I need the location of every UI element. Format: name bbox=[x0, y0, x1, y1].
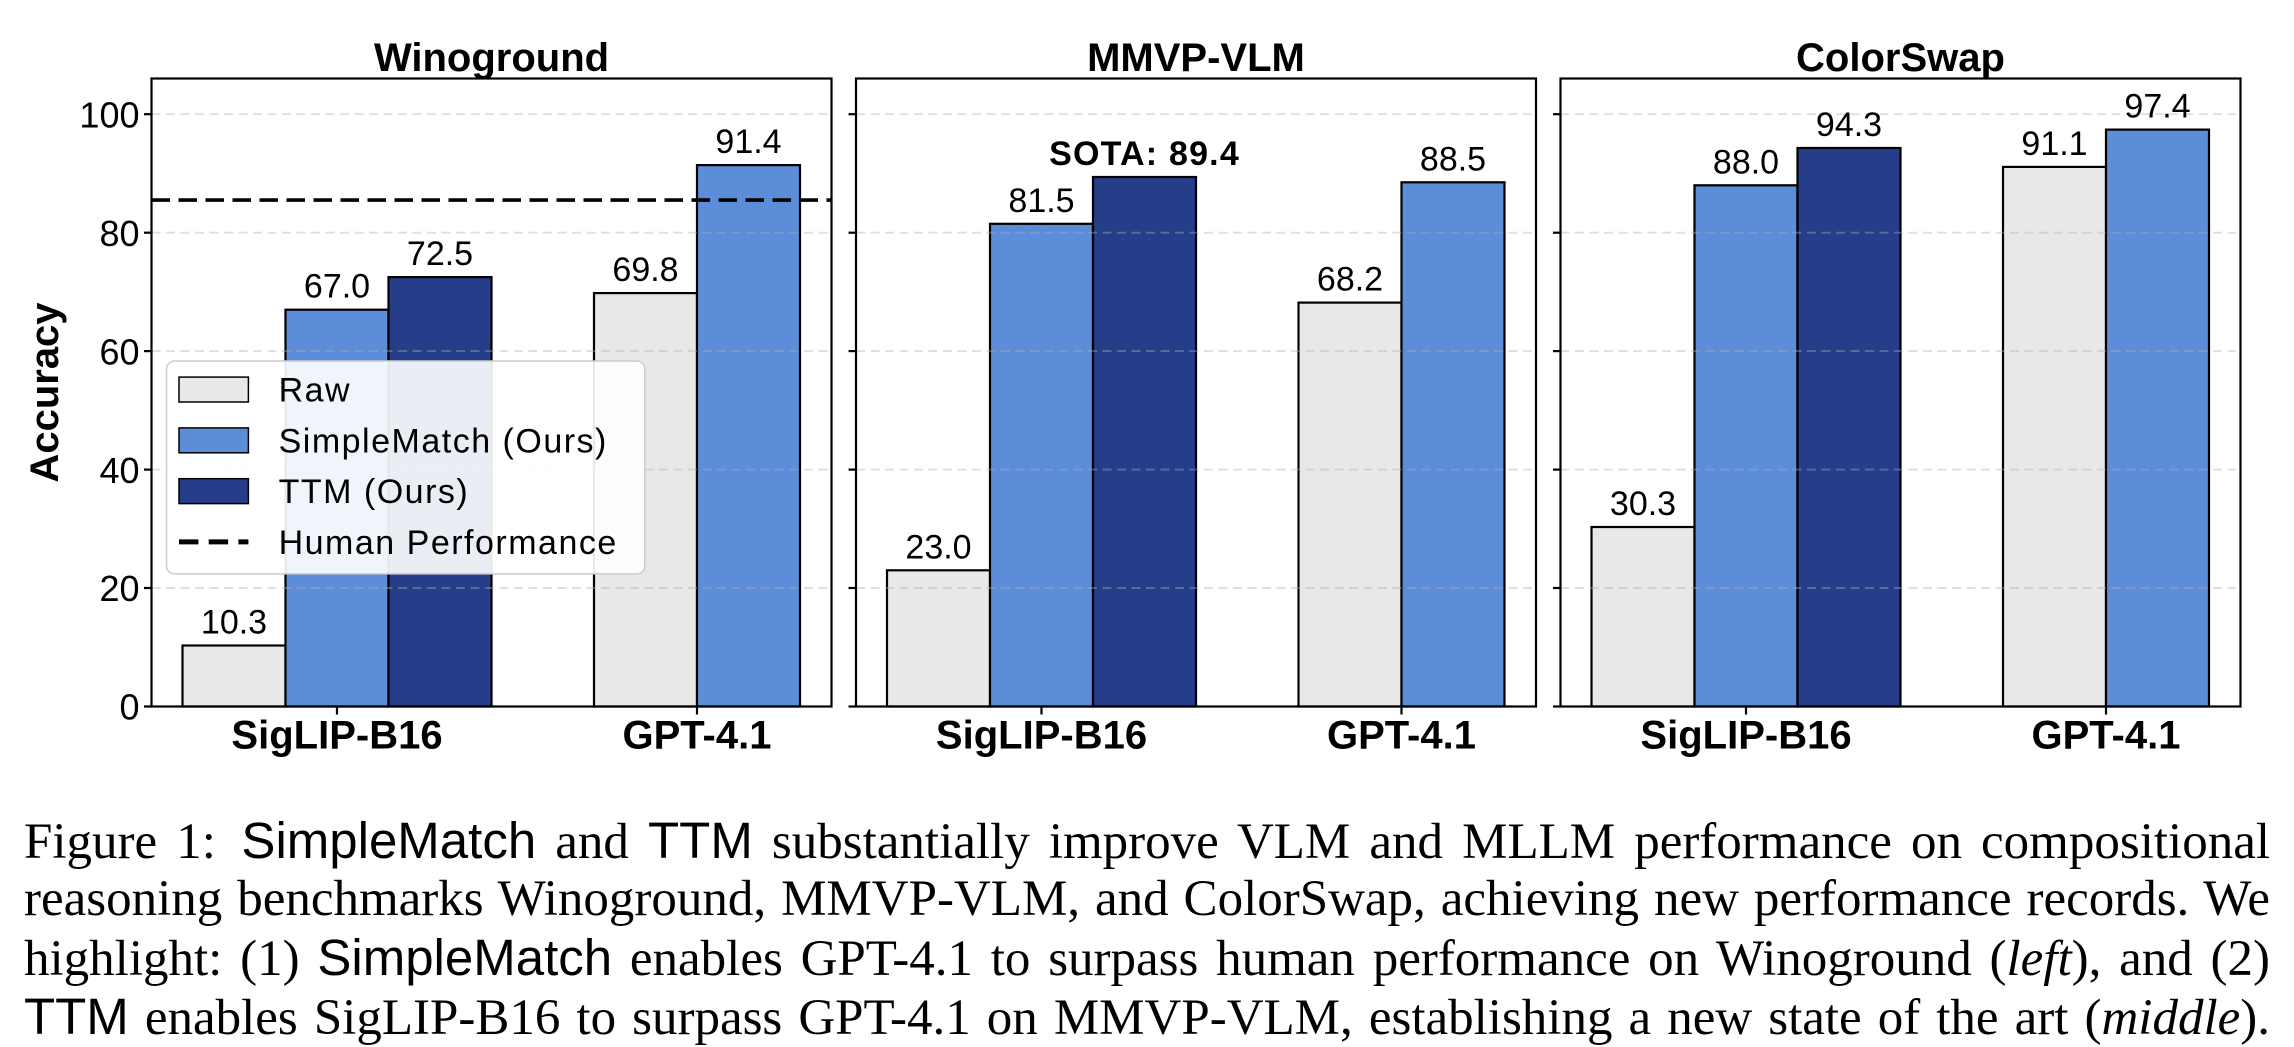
svg-text:80: 80 bbox=[99, 213, 139, 254]
svg-text:GPT-4.1: GPT-4.1 bbox=[1327, 714, 1476, 758]
svg-text:91.4: 91.4 bbox=[715, 123, 781, 161]
svg-text:91.1: 91.1 bbox=[2021, 125, 2087, 163]
svg-text:Human Performance: Human Performance bbox=[279, 524, 618, 562]
svg-text:ColorSwap: ColorSwap bbox=[1796, 36, 2005, 80]
svg-text:TTM (Ours): TTM (Ours) bbox=[279, 473, 470, 511]
svg-text:GPT-4.1: GPT-4.1 bbox=[2032, 714, 2181, 758]
svg-text:68.2: 68.2 bbox=[1317, 261, 1383, 299]
svg-text:72.5: 72.5 bbox=[407, 235, 473, 273]
svg-text:SigLIP-B16: SigLIP-B16 bbox=[936, 714, 1147, 758]
svg-text:MMVP-VLM: MMVP-VLM bbox=[1087, 36, 1305, 80]
svg-text:SigLIP-B16: SigLIP-B16 bbox=[1640, 714, 1851, 758]
svg-text:69.8: 69.8 bbox=[612, 251, 678, 289]
svg-text:23.0: 23.0 bbox=[905, 528, 971, 566]
svg-text:0: 0 bbox=[119, 687, 139, 728]
svg-text:10.3: 10.3 bbox=[201, 604, 267, 642]
svg-text:88.5: 88.5 bbox=[1420, 140, 1486, 178]
svg-text:SigLIP-B16: SigLIP-B16 bbox=[231, 714, 442, 758]
svg-text:88.0: 88.0 bbox=[1713, 143, 1779, 181]
svg-text:Winoground: Winoground bbox=[374, 36, 609, 80]
svg-text:SimpleMatch (Ours): SimpleMatch (Ours) bbox=[279, 422, 608, 460]
svg-text:67.0: 67.0 bbox=[304, 268, 370, 306]
svg-text:94.3: 94.3 bbox=[1816, 106, 1882, 144]
svg-text:60: 60 bbox=[99, 331, 139, 372]
svg-text:Raw: Raw bbox=[279, 372, 352, 410]
svg-text:30.3: 30.3 bbox=[1610, 485, 1676, 523]
svg-text:20: 20 bbox=[99, 568, 139, 609]
svg-text:81.5: 81.5 bbox=[1008, 182, 1074, 220]
svg-text:97.4: 97.4 bbox=[2124, 88, 2190, 126]
svg-text:100: 100 bbox=[79, 94, 139, 135]
svg-text:GPT-4.1: GPT-4.1 bbox=[623, 714, 772, 758]
svg-text:40: 40 bbox=[99, 450, 139, 491]
svg-text:SOTA: 89.4: SOTA: 89.4 bbox=[1049, 135, 1240, 173]
svg-text:Accuracy: Accuracy bbox=[23, 302, 67, 483]
